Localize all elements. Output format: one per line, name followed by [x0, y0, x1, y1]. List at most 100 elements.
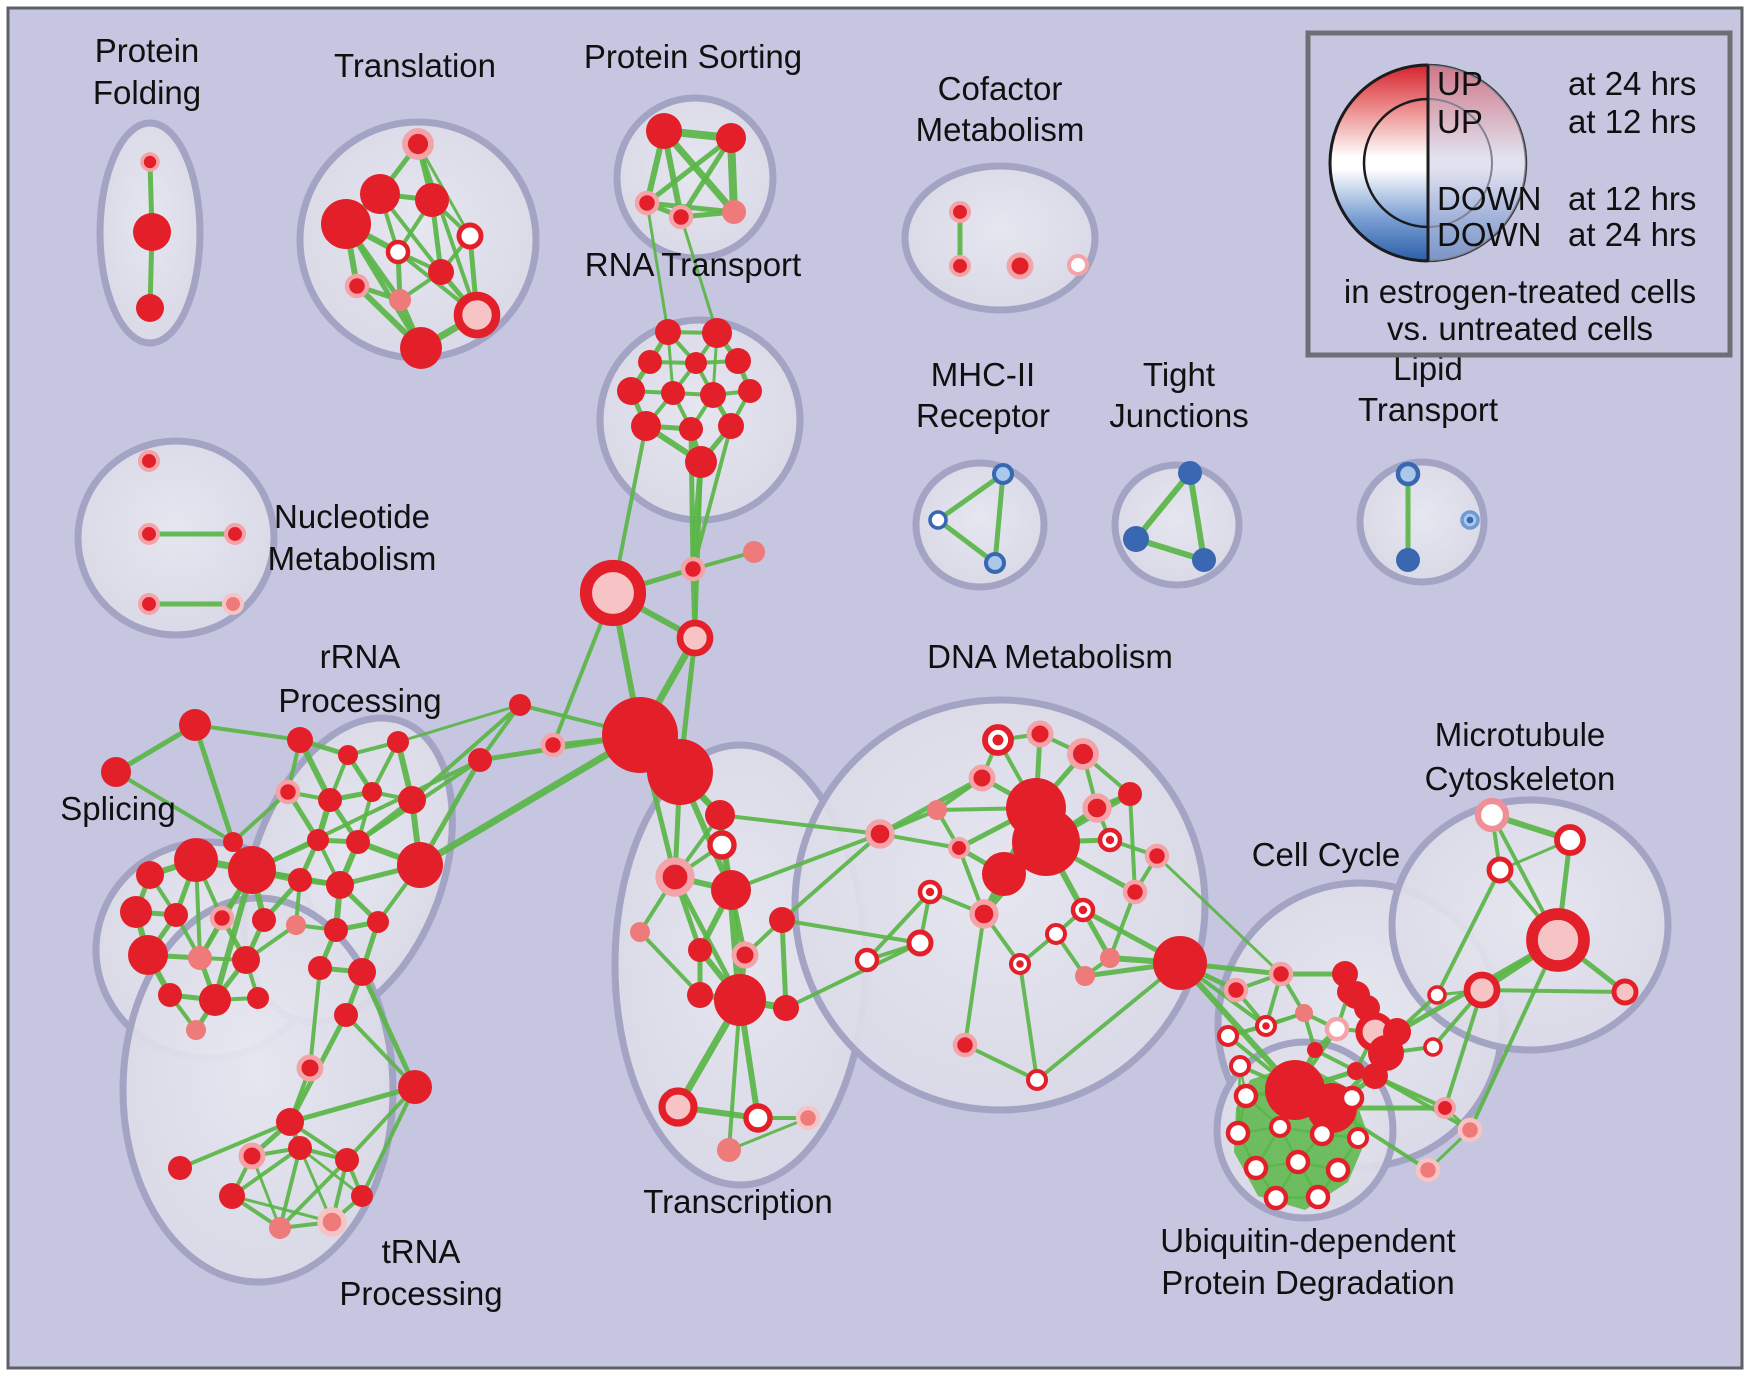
- network-node-rr14: [324, 918, 348, 942]
- network-node-n2: [137, 522, 161, 546]
- network-edge: [287, 1084, 418, 1125]
- network-node-r4: [685, 352, 707, 374]
- network-node-t1: [402, 128, 434, 160]
- network-node-sp4: [120, 896, 152, 928]
- network-node-d4: [968, 764, 996, 792]
- cluster-label-transcription-0: Transcription: [643, 1183, 833, 1220]
- network-node-tj1: [1178, 461, 1202, 485]
- cluster-label-cell-cycle-0: Cell Cycle: [1252, 836, 1401, 873]
- network-node-ch1: [1427, 985, 1447, 1005]
- network-node-tr1: [179, 709, 211, 741]
- network-node-d6: [1118, 782, 1142, 806]
- legend-row-up24-dir: UP: [1437, 65, 1483, 102]
- network-node-rr6: [362, 782, 382, 802]
- network-node-md2: [509, 694, 531, 716]
- cluster-ellipse-mhc-ii-receptor: [912, 459, 1048, 591]
- network-node-rr8: [307, 829, 329, 851]
- network-node-bw1: [906, 929, 934, 957]
- network-node-sp11: [158, 983, 182, 1007]
- network-node-d3: [1067, 738, 1099, 770]
- network-node-cc3: [1295, 1004, 1313, 1022]
- network-node-t11: [400, 327, 442, 369]
- network-node-sp12: [199, 984, 231, 1016]
- network-node-x2: [707, 830, 737, 860]
- network-edge: [638, 930, 702, 997]
- network-node-u11: [1305, 1184, 1331, 1210]
- network-node-rr16: [308, 956, 332, 980]
- network-node-tn4: [276, 1108, 304, 1136]
- network-edge: [1468, 938, 1560, 1132]
- network-node-tr3: [223, 832, 243, 852]
- network-node-d10: [982, 852, 1026, 896]
- network-node-t9: [389, 289, 411, 311]
- network-edge: [178, 1120, 292, 1170]
- network-edge: [1018, 962, 1039, 1082]
- updown-gradient-icon: [1328, 63, 1528, 263]
- network-node-h2: [288, 1136, 312, 1160]
- cluster-ellipse-tight-junctions: [1111, 461, 1243, 589]
- network-node-rr2: [338, 745, 358, 765]
- network-node-h4: [219, 1183, 245, 1209]
- network-node-x14: [795, 1105, 821, 1131]
- network-node-r1: [655, 319, 681, 345]
- network-node-h5: [269, 1217, 291, 1239]
- network-edge: [780, 832, 882, 922]
- cluster-label-protein-sorting-0: Protein Sorting: [584, 38, 802, 75]
- network-node-d19: [1100, 948, 1120, 968]
- network-node-d21: [1075, 966, 1095, 986]
- network-node-tn3: [398, 1070, 432, 1104]
- network-node-pf2: [133, 213, 171, 251]
- network-nodes-layer: [101, 113, 1639, 1239]
- network-edge: [644, 200, 737, 215]
- network-node-ps5: [722, 200, 746, 224]
- network-node-d20-core: [1016, 960, 1024, 968]
- network-node-sp2: [174, 838, 218, 882]
- network-node-d15: [969, 899, 999, 929]
- network-node-cf1: [948, 200, 972, 224]
- network-node-h1: [238, 1142, 266, 1170]
- cluster-ellipse-lipid-transport: [1356, 458, 1488, 586]
- network-edge: [308, 966, 322, 1070]
- network-edge: [410, 703, 522, 802]
- network-node-u10: [1263, 1185, 1289, 1211]
- network-edge: [678, 135, 734, 220]
- network-edge: [278, 1146, 302, 1230]
- network-node-sp1: [136, 861, 164, 889]
- cluster-label-lipid-transport-1: Transport: [1358, 391, 1498, 428]
- network-edge: [231, 790, 290, 844]
- network-edge: [1187, 470, 1207, 563]
- network-node-m2: [928, 510, 948, 530]
- network-node-u8: [1285, 1149, 1311, 1175]
- legend-row-up12-dir: UP: [1437, 103, 1483, 140]
- cluster-label-trna-processing-0: tRNA: [382, 1233, 461, 1270]
- network-node-r9: [738, 379, 762, 403]
- cluster-ellipse-cofactor-metabolism: [901, 162, 1099, 314]
- network-edge: [718, 813, 882, 836]
- network-node-d11-core: [1105, 835, 1115, 845]
- network-node-hb2: [647, 739, 713, 805]
- network-edge: [729, 832, 882, 892]
- network-node-cf2: [948, 254, 972, 278]
- network-edge: [1480, 988, 1627, 994]
- network-node-md1: [468, 748, 492, 772]
- network-node-tr2: [101, 757, 131, 787]
- cluster-ellipse-dna-metabolism: [791, 696, 1209, 1114]
- cluster-label-nucleotide-metabolism-1: Metabolism: [268, 540, 437, 577]
- network-edge: [1133, 470, 1193, 542]
- network-node-h6: [317, 1207, 347, 1237]
- network-edge: [230, 1146, 302, 1198]
- network-node-cc1-core: [1262, 1022, 1270, 1030]
- network-node-rr3: [387, 731, 409, 753]
- network-node-x15: [717, 1138, 741, 1162]
- legend-row-up24-time: at 24 hrs: [1568, 65, 1696, 102]
- network-edge: [963, 912, 986, 1047]
- cluster-label-rrna-processing-1: Processing: [278, 682, 441, 719]
- legend-box: UP at 24 hrs UP at 12 hrs DOWN at 12 hrs…: [1305, 30, 1733, 358]
- network-node-mt1: [1474, 797, 1510, 833]
- network-node-cc2: [1268, 961, 1294, 987]
- network-node-rr4: [275, 779, 301, 805]
- network-edge: [416, 731, 644, 869]
- network-node-q4: [743, 541, 765, 563]
- network-node-u4: [1268, 1115, 1292, 1139]
